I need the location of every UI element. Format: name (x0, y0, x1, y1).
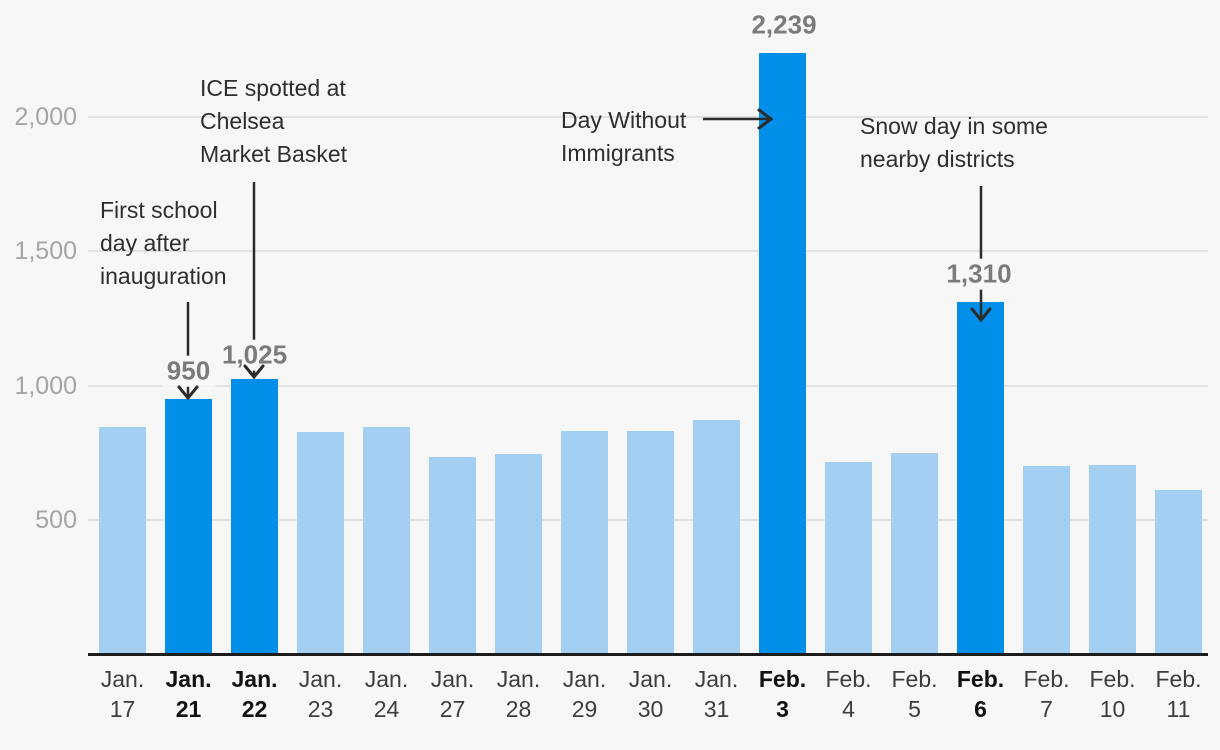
x-tick-label: Feb. 10 (1073, 664, 1153, 724)
x-tick-label: Feb. 5 (875, 664, 955, 724)
annotation-feb-3: Day Without Immigrants (561, 104, 686, 170)
annotation-line: Day Without (561, 107, 687, 133)
x-tick-month: Feb. (1023, 666, 1070, 692)
x-tick-day: 7 (1040, 696, 1053, 722)
x-tick-month: Feb. (1155, 666, 1202, 692)
data-label-21: 950 (161, 355, 216, 387)
x-tick-label: Jan. 22 (215, 664, 295, 724)
x-tick-month: Feb. (758, 666, 807, 692)
x-tick-month: Jan. (364, 666, 409, 692)
x-tick-day: 5 (908, 696, 921, 722)
bar-Jan-27 (429, 457, 476, 654)
x-tick-month: Feb. (1089, 666, 1136, 692)
data-label-22: 1,025 (216, 339, 293, 371)
x-tick-label: Jan. 29 (545, 664, 625, 724)
x-tick-month: Jan. (694, 666, 739, 692)
x-tick-day: 30 (637, 696, 664, 722)
x-tick-month: Feb. (956, 666, 1005, 692)
annotation-line: nearby districts (860, 146, 1015, 172)
x-tick-day: 31 (703, 696, 730, 722)
bar-Jan-30 (627, 431, 674, 654)
annotation-line: ICE spotted at (200, 75, 346, 101)
y-tick-label: 1,000 (14, 371, 77, 400)
x-tick-month: Jan. (231, 666, 278, 692)
x-tick-month: Jan. (100, 666, 145, 692)
bar-Feb-7 (1023, 466, 1070, 654)
x-tick-month: Jan. (562, 666, 607, 692)
x-tick-label: Feb. 6 (941, 664, 1021, 724)
annotation-line: day after (100, 230, 190, 256)
bar-Jan-22 (231, 379, 278, 654)
bar-Jan-28 (495, 454, 542, 654)
x-tick-day: 6 (974, 696, 987, 722)
x-tick-month: Jan. (430, 666, 475, 692)
x-tick-day: 24 (373, 696, 400, 722)
annotation-line: inauguration (100, 263, 227, 289)
x-tick-day: 23 (307, 696, 334, 722)
x-tick-label: Jan. 28 (479, 664, 559, 724)
annotation-line: Market Basket (200, 141, 347, 167)
bar-Jan-31 (693, 420, 740, 654)
y-tick-label: 1,500 (14, 237, 77, 266)
x-tick-label: Jan. 27 (413, 664, 493, 724)
bar-Feb-10 (1089, 465, 1136, 654)
x-tick-day: 4 (842, 696, 855, 722)
x-tick-day: 29 (571, 696, 598, 722)
x-tick-day: 28 (505, 696, 532, 722)
x-tick-month: Feb. (825, 666, 872, 692)
annotation-line: Chelsea (200, 108, 285, 134)
bar-Feb-3 (759, 53, 806, 654)
annotation-jan-21: First school day after inauguration (100, 194, 227, 293)
annotation-line: Snow day in some (860, 113, 1048, 139)
data-label-3: 2,239 (746, 9, 822, 41)
x-tick-label: Jan. 21 (149, 664, 229, 724)
x-tick-label: Jan. 17 (83, 664, 163, 724)
x-tick-day: 3 (776, 696, 789, 722)
bar-Jan-29 (561, 431, 608, 654)
gridline-2000 (88, 116, 1208, 118)
x-tick-day: 10 (1099, 696, 1126, 722)
bar-Feb-4 (825, 462, 872, 654)
bar-Feb-6 (957, 302, 1004, 654)
x-tick-month: Jan. (165, 666, 212, 692)
bar-Jan-23 (297, 432, 344, 654)
annotation-arrow-head (177, 385, 199, 401)
x-tick-label: Feb. 11 (1139, 664, 1219, 724)
x-tick-label: Feb. 3 (743, 664, 823, 724)
annotation-line: Immigrants (561, 140, 675, 166)
bar-Jan-24 (363, 427, 410, 654)
gridline-1000 (88, 384, 1208, 387)
bar-Jan-17 (99, 427, 146, 654)
annotation-line: First school (100, 197, 218, 223)
annotation-feb-6: Snow day in some nearby districts (860, 110, 1048, 176)
x-tick-day: 22 (241, 696, 268, 722)
bar-Feb-11 (1155, 490, 1202, 654)
x-tick-label: Jan. 24 (347, 664, 427, 724)
gridline-1500 (88, 250, 1208, 253)
x-tick-month: Jan. (496, 666, 541, 692)
x-tick-day: 21 (175, 696, 202, 722)
x-tick-day: 27 (439, 696, 466, 722)
x-tick-month: Feb. (891, 666, 938, 692)
y-tick-label: 2,000 (14, 103, 77, 131)
x-tick-label: Feb. 7 (1007, 664, 1087, 724)
x-tick-label: Jan. 31 (677, 664, 757, 724)
x-tick-label: Jan. 23 (281, 664, 361, 724)
x-tick-month: Jan. (628, 666, 673, 692)
annotation-jan-22: ICE spotted at Chelsea Market Basket (200, 72, 347, 171)
x-tick-month: Jan. (298, 666, 343, 692)
bar-Feb-5 (891, 453, 938, 654)
x-axis-line (88, 653, 1208, 656)
y-tick-label: 500 (35, 505, 77, 534)
bar-Jan-21 (165, 399, 212, 654)
x-tick-day: 11 (1166, 696, 1191, 722)
x-tick-label: Jan. 30 (611, 664, 691, 724)
x-tick-day: 17 (109, 696, 136, 722)
data-label-6: 1,310 (941, 258, 1017, 290)
x-tick-label: Feb. 4 (809, 664, 889, 724)
